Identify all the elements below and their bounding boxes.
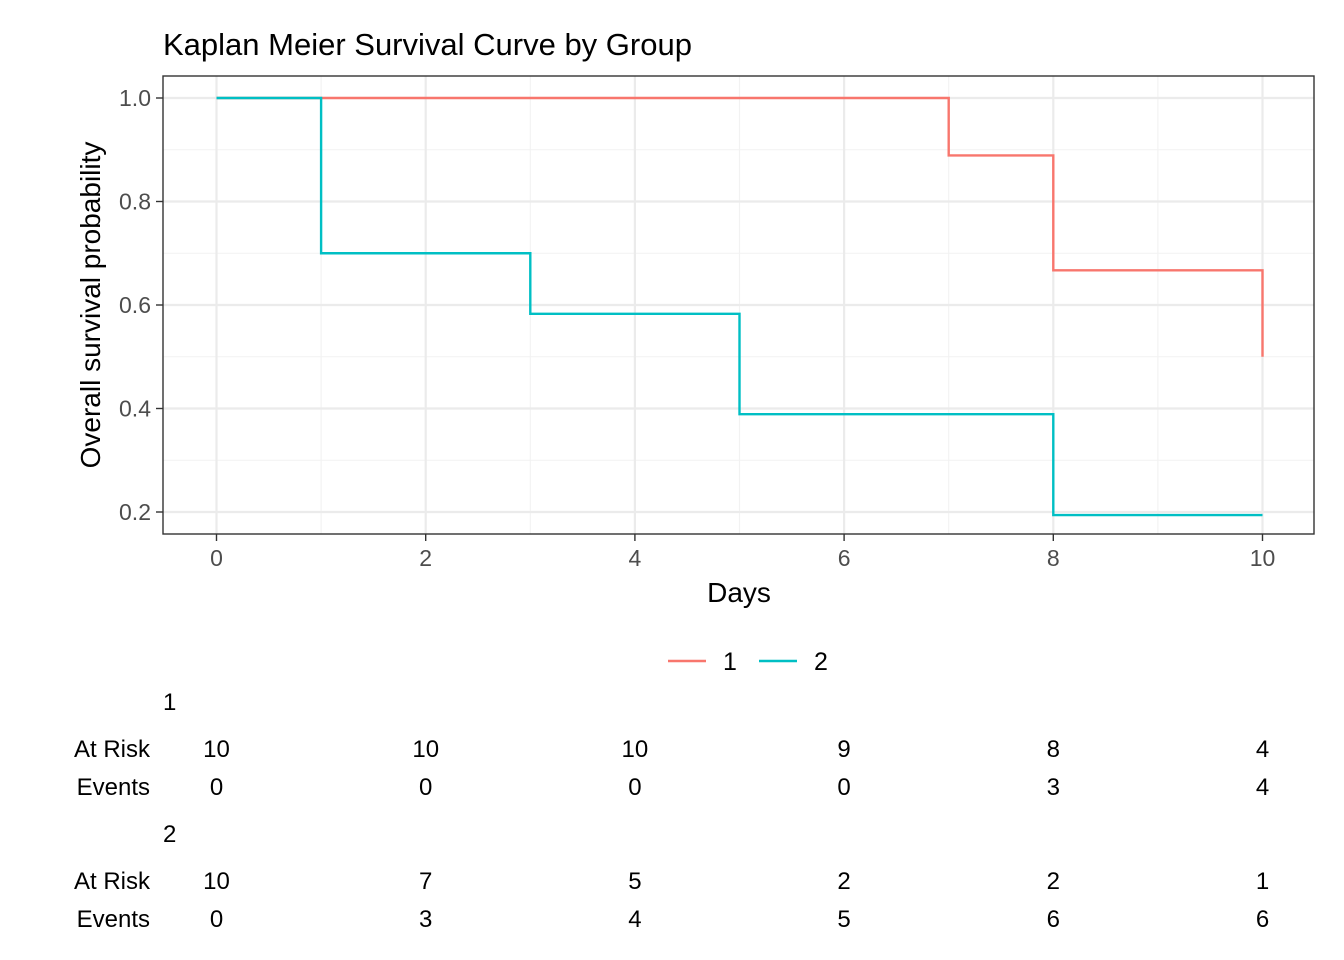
risk-table-at-risk-value: 8 [1047,736,1060,763]
risk-table-group-2-heading: 2 [163,821,176,848]
x-tick-label: 6 [838,545,851,571]
risk-table-group-1-heading: 1 [163,689,176,716]
risk-table-events-value: 0 [419,774,432,801]
risk-table-at-risk-value: 10 [622,736,649,763]
risk-table-at-risk-value: 10 [203,868,230,895]
risk-table-events-value: 3 [1047,774,1060,801]
risk-table-at-risk-value: 4 [1256,736,1269,763]
survival-curve-group-1 [216,96,1264,357]
risk-table-row-label: At Risk [74,736,151,763]
risk-table-at-risk-value: 10 [203,736,230,763]
risk-table-events-value: 6 [1047,906,1060,933]
risk-table-at-risk-value: 7 [419,868,432,895]
risk-table-at-risk-value: 9 [837,736,850,763]
risk-table-row-label: Events [77,774,150,801]
x-axis-label: Days [707,577,771,608]
risk-table-events-value: 3 [419,906,432,933]
x-tick-label: 8 [1047,545,1060,571]
risk-table-row-label: Events [77,906,150,933]
chart-title: Kaplan Meier Survival Curve by Group [163,27,692,62]
risk-table-at-risk-value: 2 [837,868,850,895]
x-tick-label: 4 [629,545,642,571]
y-tick-label: 1.0 [119,85,151,111]
risk-table-at-risk-value: 5 [628,868,641,895]
y-tick-label: 0.6 [119,292,151,318]
risk-table-events-value: 0 [837,774,850,801]
survival-curves [216,96,1264,517]
grid-lines [163,76,1314,534]
legend-label-group-2: 2 [814,648,828,676]
survival-curve-group-2 [216,96,1263,517]
y-axis-ticks: 0.2 0.4 0.6 0.8 1.0 [119,85,163,525]
x-tick-label: 2 [419,545,432,571]
y-tick-label: 0.2 [119,499,151,525]
risk-table-events-value: 6 [1256,906,1269,933]
y-axis-label: Overall survival probability [75,142,106,469]
risk-table-events-value: 0 [210,774,223,801]
risk-table-events-value: 0 [210,906,223,933]
y-tick-label: 0.4 [119,396,151,422]
legend-label-group-1: 1 [723,648,737,676]
risk-table-events-value: 4 [1256,774,1269,801]
risk-table-events-value: 5 [837,906,850,933]
risk-table-at-risk-value: 2 [1047,868,1060,895]
x-tick-label: 0 [210,545,223,571]
y-tick-label: 0.8 [119,189,151,215]
x-axis-ticks: 0 2 4 6 8 10 [210,534,1275,571]
x-tick-label: 10 [1250,545,1276,571]
risk-table-at-risk-value: 10 [412,736,439,763]
risk-table-row-label: At Risk [74,868,151,895]
risk-table-events-value: 0 [628,774,641,801]
risk-table-at-risk-value: 1 [1256,868,1269,895]
risk-table-events-value: 4 [628,906,641,933]
